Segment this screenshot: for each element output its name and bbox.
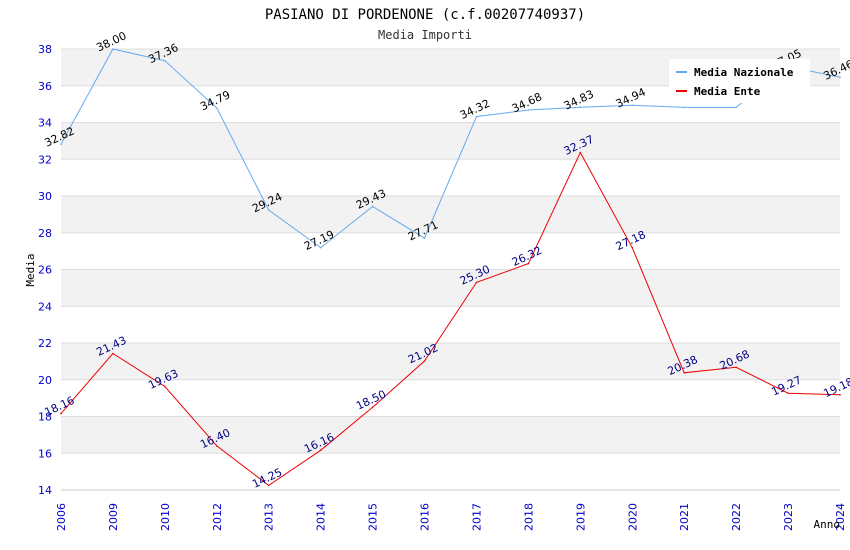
- data-point: [527, 109, 530, 111]
- x-tick-label: 2023: [782, 503, 795, 531]
- data-point: [216, 445, 218, 447]
- y-tick-label: 36: [38, 80, 52, 93]
- data-point: [164, 385, 166, 388]
- legend-box: [669, 59, 810, 103]
- data-label: 18.16: [42, 394, 76, 419]
- x-axis-label: Anno: [814, 518, 841, 531]
- data-point: [60, 143, 62, 145]
- y-axis-ticks: 14 16 18 20 22 24 26 28 30 32 34 36 38: [38, 43, 52, 497]
- data-point: [423, 237, 426, 239]
- data-label: 14.25: [250, 466, 284, 491]
- grid-band: [61, 343, 840, 380]
- data-point: [112, 48, 114, 50]
- y-tick-label: 34: [38, 117, 52, 130]
- data-point: [371, 406, 374, 409]
- x-tick-label: 2012: [211, 503, 224, 531]
- data-label: 34.32: [458, 97, 492, 122]
- data-point: [112, 352, 114, 355]
- data-label: 26.32: [510, 244, 544, 269]
- data-point: [631, 247, 634, 249]
- y-axis-label: Media: [24, 253, 37, 286]
- data-point: [475, 115, 478, 118]
- data-point: [475, 281, 478, 284]
- x-tick-label: 2006: [55, 503, 68, 531]
- chart-subtitle: Media Importi: [378, 28, 472, 42]
- series-line-media-ente: [60, 151, 841, 487]
- y-tick-label: 32: [38, 153, 52, 166]
- x-tick-label: 2009: [107, 503, 120, 531]
- x-tick-label: 2018: [522, 503, 535, 531]
- x-tick-label: 2017: [470, 503, 483, 531]
- y-tick-label: 14: [38, 484, 52, 497]
- series-line-media-nazionale: [60, 48, 841, 249]
- data-point: [371, 205, 374, 208]
- data-label: 34.68: [510, 90, 544, 115]
- data-point: [839, 394, 841, 396]
- chart-title: PASIANO DI PORDENONE (c.f.00207740937): [265, 7, 585, 23]
- x-tick-label: 2021: [678, 503, 691, 531]
- data-point: [216, 107, 218, 109]
- data-point: [735, 106, 737, 109]
- x-tick-label: 2019: [574, 503, 587, 531]
- x-tick-label: 2014: [315, 503, 328, 531]
- x-tick-label: 2024: [834, 503, 847, 531]
- data-point: [423, 360, 426, 362]
- data-point: [267, 484, 270, 487]
- x-tick-label: 2010: [159, 503, 172, 531]
- x-tick-label: 2022: [730, 503, 743, 531]
- y-tick-label: 22: [38, 337, 52, 350]
- y-tick-label: 16: [38, 447, 52, 460]
- grid-band: [61, 122, 840, 160]
- data-point: [319, 246, 322, 249]
- data-point: [267, 209, 270, 211]
- grid-bands: [61, 49, 840, 454]
- data-point: [839, 76, 841, 79]
- y-tick-label: 28: [38, 227, 52, 240]
- x-tick-label: 2016: [419, 503, 432, 531]
- data-label: 34.83: [562, 88, 596, 113]
- legend: Media Nazionale Media Ente: [669, 59, 810, 103]
- data-point: [164, 60, 166, 62]
- x-tick-label: 2020: [626, 503, 639, 531]
- data-point: [683, 372, 685, 374]
- data-point: [579, 106, 582, 108]
- data-point: [631, 104, 634, 106]
- x-axis-ticks: 2006 2009 2010 2012 2013 2014 2015 2016 2017 2018…: [55, 503, 847, 531]
- data-point: [683, 106, 685, 109]
- y-tick-label: 18: [38, 411, 52, 424]
- legend-label: Media Ente: [694, 85, 761, 98]
- grid-band: [61, 416, 840, 454]
- grid-band: [61, 196, 840, 233]
- data-point: [60, 412, 62, 415]
- y-tick-label: 24: [38, 300, 52, 313]
- data-point: [319, 449, 322, 452]
- grid-lines: [61, 48, 840, 491]
- y-tick-label: 30: [38, 190, 52, 203]
- data-label: 34.79: [198, 88, 232, 113]
- data-point: [735, 366, 737, 369]
- data-point: [579, 151, 582, 154]
- x-tick-label: 2013: [263, 503, 276, 531]
- y-tick-label: 26: [38, 264, 52, 277]
- grid-band: [61, 269, 840, 307]
- y-tick-label: 38: [38, 43, 52, 56]
- x-tick-label: 2015: [367, 503, 380, 531]
- data-point: [787, 392, 789, 395]
- y-tick-label: 20: [38, 374, 52, 387]
- data-label: 34.94: [614, 86, 648, 111]
- legend-label: Media Nazionale: [694, 66, 794, 79]
- data-point: [527, 262, 530, 265]
